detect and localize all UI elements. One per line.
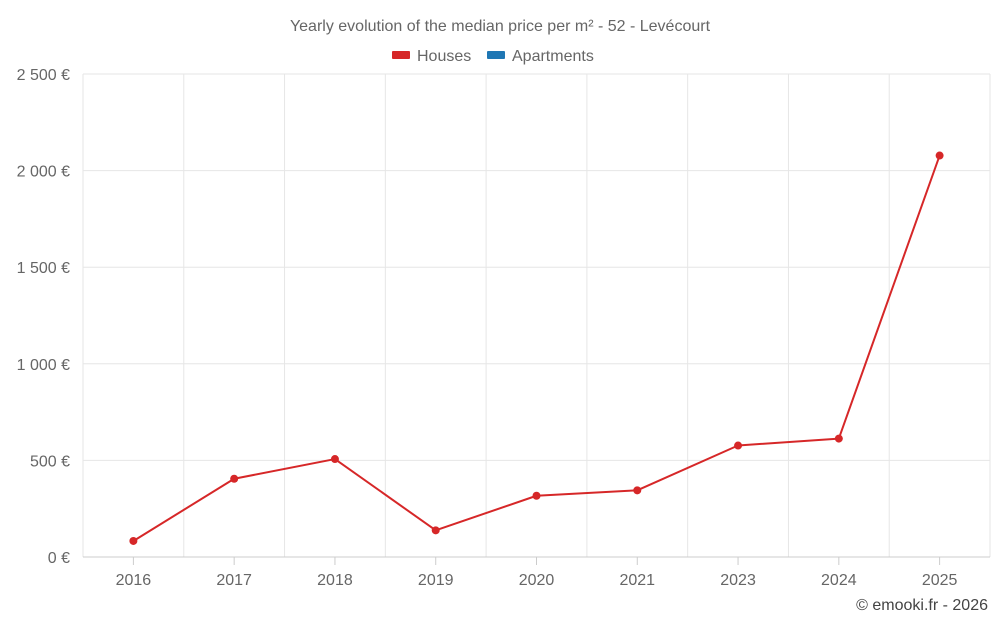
data-point[interactable] [230, 474, 239, 483]
legend-swatch-houses [392, 51, 410, 59]
series-line-houses [132, 155, 941, 542]
data-point[interactable] [834, 434, 843, 443]
x-tick-label: 2016 [116, 572, 152, 589]
x-tick-label: 2025 [922, 572, 958, 589]
data-point[interactable] [633, 486, 642, 495]
y-tick-label: 1 000 € [17, 357, 70, 374]
data-point[interactable] [431, 526, 440, 535]
data-point[interactable] [532, 491, 541, 500]
y-axis: 0 € 500 € 1 000 € 1 500 € 2 000 € 2 500 € [17, 67, 70, 567]
credit-text: © emooki.fr - 2026 [856, 597, 988, 614]
data-point[interactable] [330, 455, 339, 464]
data-point[interactable] [935, 151, 944, 160]
legend-swatch-apartments [487, 51, 505, 59]
x-tick-label: 2024 [821, 572, 857, 589]
series-houses [129, 151, 944, 545]
y-tick-label: 500 € [30, 453, 70, 470]
legend: Houses Apartments [392, 48, 594, 65]
y-tick-label: 2 500 € [17, 67, 70, 84]
x-tick-label: 2021 [619, 572, 655, 589]
legend-label-apartments[interactable]: Apartments [512, 48, 594, 65]
x-tick-label: 2019 [418, 572, 454, 589]
legend-label-houses[interactable]: Houses [417, 48, 471, 65]
data-point[interactable] [129, 536, 138, 545]
y-tick-label: 0 € [48, 550, 70, 567]
x-axis: 2016 2017 2018 2019 2020 2021 2023 2024 2025 [116, 557, 958, 589]
x-tick-label: 2023 [720, 572, 756, 589]
x-tick-label: 2017 [216, 572, 252, 589]
data-point[interactable] [734, 441, 743, 450]
x-tick-label: 2020 [519, 572, 555, 589]
y-tick-label: 2 000 € [17, 164, 70, 181]
grid [82, 73, 991, 558]
x-tick-label: 2018 [317, 572, 353, 589]
y-tick-label: 1 500 € [17, 260, 70, 277]
chart-title: Yearly evolution of the median price per… [290, 18, 711, 35]
